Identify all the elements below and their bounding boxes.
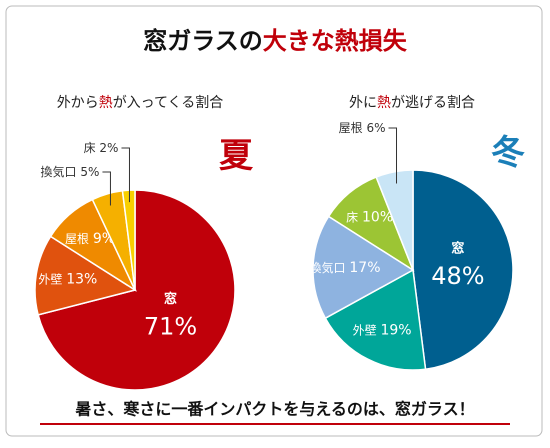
slice-value: 10% [362, 210, 393, 226]
slice-value: 2% [99, 141, 118, 155]
pie-slice [37, 189, 236, 391]
slice-name: 換気口 [41, 164, 77, 179]
subtitle: 外から熱が入ってくる割合 [57, 94, 224, 111]
pie-slice [324, 268, 427, 371]
subtitle: 外に熱が逃げる割合 [349, 94, 475, 111]
slice-label: 屋根 6% [339, 121, 386, 135]
pie-slice [312, 215, 415, 320]
title: 窓ガラスの大きな熱損失 [143, 26, 408, 55]
pie-slice [34, 235, 137, 316]
subtitle-part: 外から [57, 95, 99, 111]
slice-name: 窓 [164, 291, 177, 307]
slice-value: 19% [380, 323, 411, 339]
subtitle-part: 熱 [99, 95, 113, 111]
slice-name: 床 [346, 210, 358, 224]
slice-value: 6% [366, 121, 385, 135]
slice-label: 床 2% [84, 141, 119, 155]
footer: 暑さ、寒さに一番インパクトを与えるのは、窓ガラス！ [74, 400, 474, 419]
slice-name: 外壁 [353, 322, 377, 337]
season-label: 冬 [491, 133, 525, 173]
leader-line [102, 171, 111, 206]
slice-value: 71% [144, 313, 197, 341]
pie-slice [375, 169, 414, 271]
slice-label: 外壁 19% [353, 322, 412, 339]
slice-name: 窓 [451, 241, 464, 257]
slice-name: 屋根 [339, 121, 363, 135]
leader-line [121, 147, 130, 203]
slice-name: 床 [84, 141, 96, 155]
subtitle-part: 外に [349, 95, 377, 111]
pie-slice [412, 169, 514, 371]
pie-slice [121, 189, 136, 291]
title-part: 窓ガラスの [143, 26, 263, 55]
subtitle-part: 熱 [377, 95, 391, 111]
title-part: 大きな熱損失 [263, 26, 408, 55]
slice-value: 5% [80, 165, 99, 179]
subtitle-part: が入ってくる割合 [113, 94, 224, 111]
subtitle-part: が逃げる割合 [391, 94, 475, 111]
slice-label: 床 10% [346, 210, 393, 226]
slice-label: 換気口 17% [310, 259, 381, 276]
slice-value: 17% [349, 260, 380, 276]
season-label: 夏 [219, 136, 254, 176]
slice-value: 48% [431, 262, 484, 290]
slice-name: 換気口 [310, 259, 346, 274]
leader-line [388, 127, 398, 184]
slice-label: 換気口 5% [41, 164, 100, 179]
slice-value: 13% [66, 271, 97, 287]
slice-label: 外壁 13% [38, 271, 97, 288]
slice-name: 屋根 [65, 231, 89, 245]
slice-name: 外壁 [38, 271, 62, 286]
